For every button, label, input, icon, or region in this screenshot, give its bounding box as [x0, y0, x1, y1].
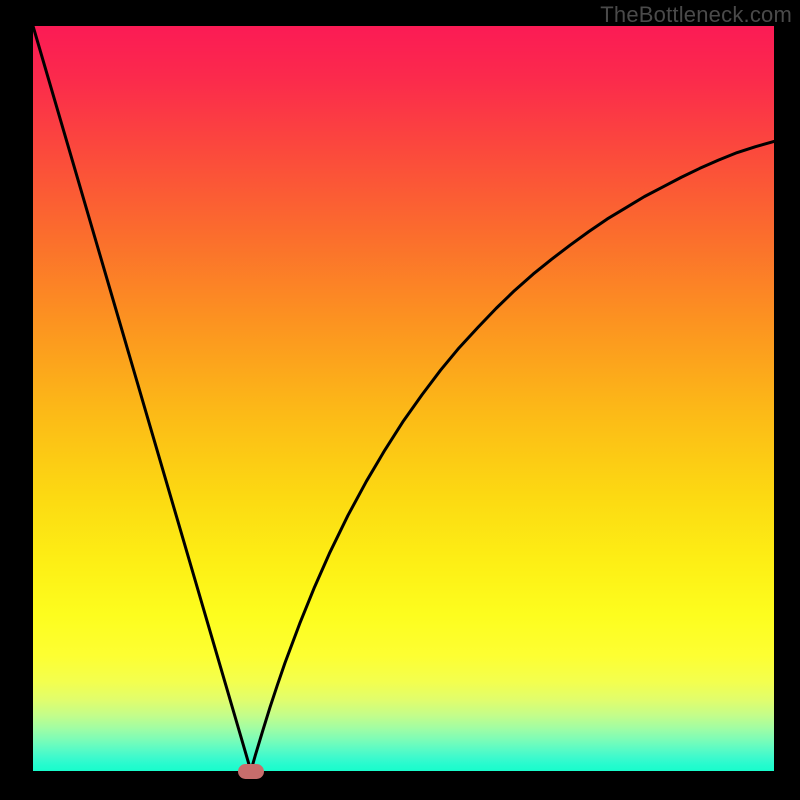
plot-area [33, 26, 774, 771]
gradient-background [33, 26, 774, 771]
plot-svg [33, 26, 774, 771]
vertex-marker [238, 764, 264, 779]
watermark-text: TheBottleneck.com [600, 2, 792, 28]
chart-root: TheBottleneck.com [0, 0, 800, 800]
